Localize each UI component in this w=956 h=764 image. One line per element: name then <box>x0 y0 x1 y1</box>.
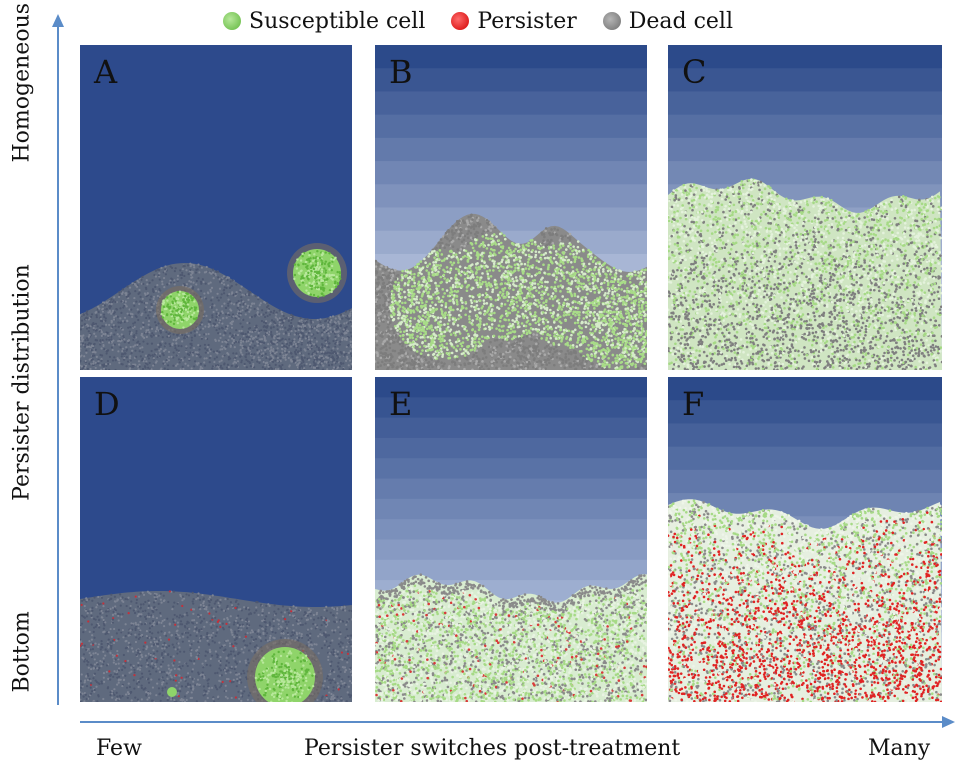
panel-d: D <box>80 377 352 702</box>
panel-d-label: D <box>94 385 120 423</box>
panel-e-label: E <box>389 385 412 423</box>
panel-a: A <box>80 45 352 370</box>
x-axis-arrow-icon <box>942 716 955 728</box>
panel-f: F <box>668 377 942 702</box>
panel-c-label: C <box>682 53 706 91</box>
panel-b: B <box>375 45 647 370</box>
panel-e: E <box>375 377 647 702</box>
y-axis-arrow-icon <box>52 14 64 27</box>
persister-icon <box>451 12 470 30</box>
panel-f-label: F <box>682 385 704 423</box>
panel-f-image <box>668 377 942 702</box>
legend: Susceptible cell Persister Dead cell <box>0 6 956 36</box>
legend-item-susceptible: Susceptible cell <box>223 9 425 34</box>
x-axis-right-label: Many <box>868 736 930 761</box>
x-axis-title: Persister switches post-treatment <box>304 736 680 761</box>
dead-cell-icon <box>602 12 621 30</box>
panel-c-image <box>668 45 942 370</box>
legend-label-dead: Dead cell <box>629 9 733 34</box>
x-axis-left-label: Few <box>96 736 142 761</box>
panel-a-label: A <box>94 53 117 91</box>
legend-label-persister: Persister <box>477 9 576 34</box>
panel-b-image <box>375 45 647 370</box>
panel-b-label: B <box>389 53 413 91</box>
panel-e-image <box>375 377 647 702</box>
panel-d-image <box>80 377 352 702</box>
panel-a-image <box>80 45 352 370</box>
y-axis-top-label: Homogeneous <box>10 3 35 163</box>
legend-item-dead: Dead cell <box>602 9 733 34</box>
legend-label-susceptible: Susceptible cell <box>249 9 425 34</box>
legend-item-persister: Persister <box>451 9 577 34</box>
y-axis-bottom-label: Bottom <box>10 611 35 692</box>
y-axis-title: Persister distribution <box>10 263 35 503</box>
susceptible-cell-icon <box>223 12 241 30</box>
panel-c: C <box>668 45 942 370</box>
